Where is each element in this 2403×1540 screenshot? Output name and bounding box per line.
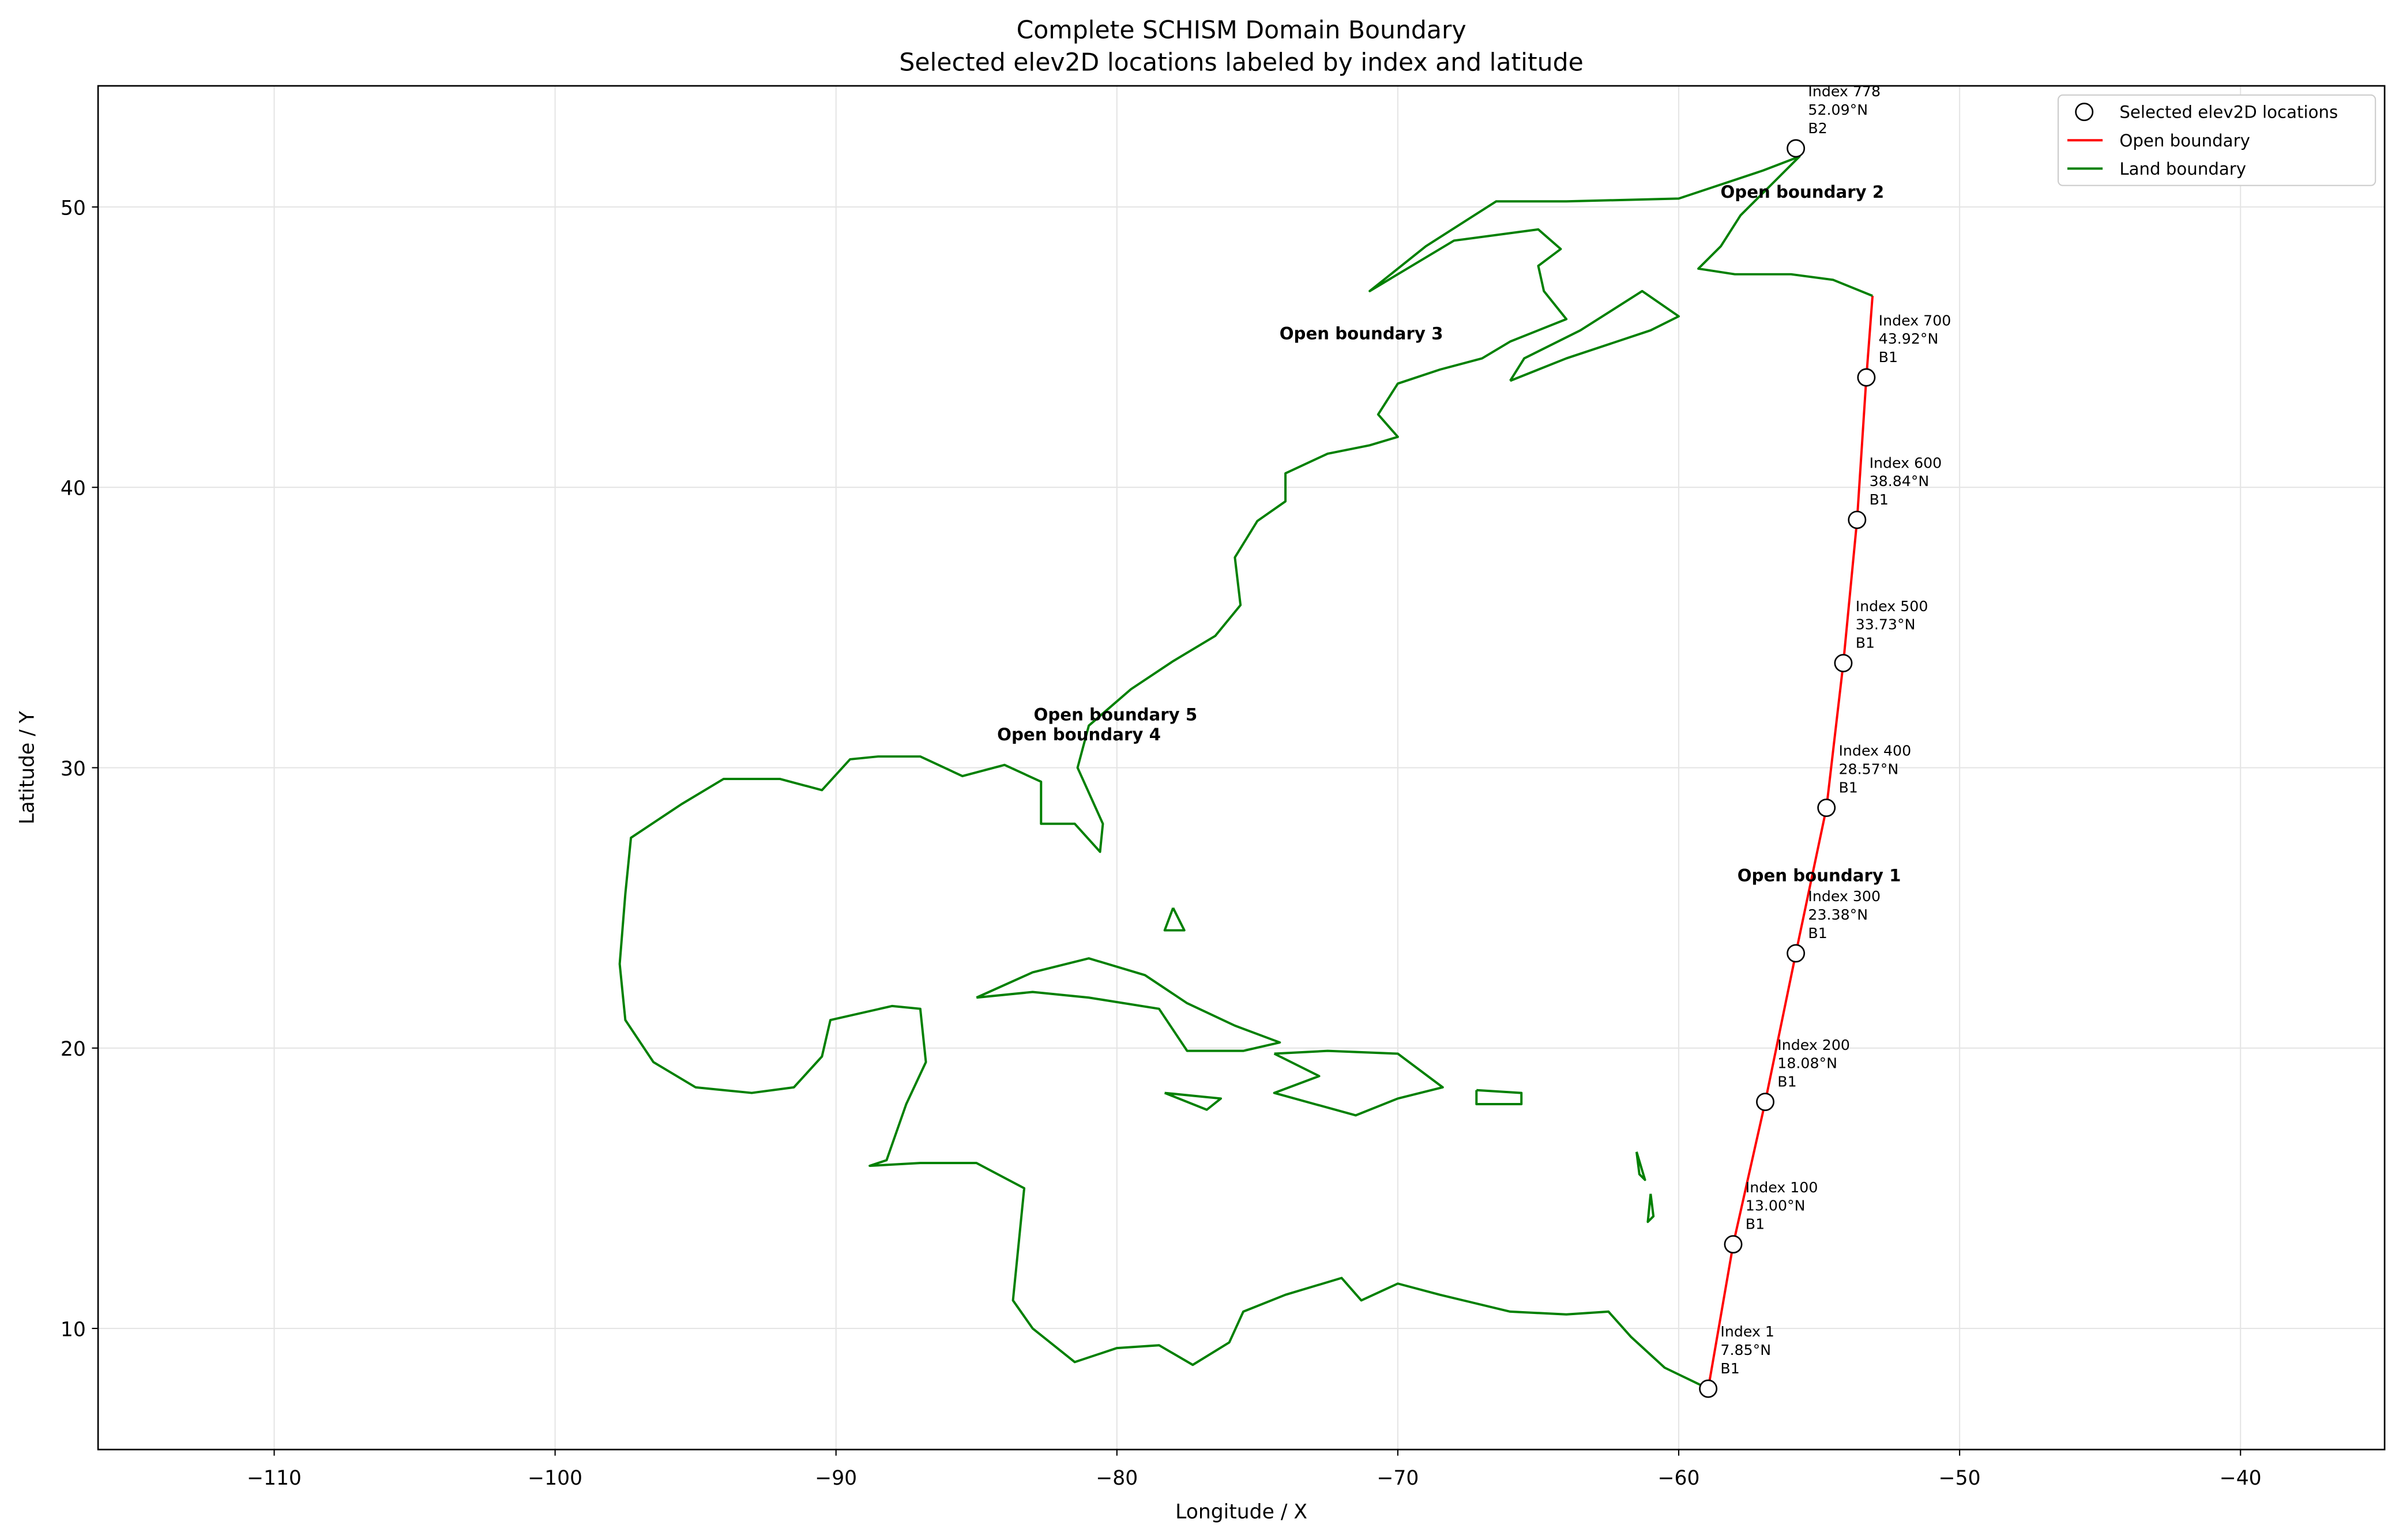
annotation: Open boundary 3	[1280, 323, 1443, 343]
point-label: 7.85°N	[1720, 1342, 1771, 1358]
boundary-line	[618, 155, 1873, 1390]
y-tick-label: 40	[61, 477, 86, 500]
point-label: 13.00°N	[1746, 1198, 1806, 1214]
x-tick-label: −110	[247, 1467, 302, 1490]
location-marker	[1857, 368, 1876, 387]
point-label: B1	[1720, 1360, 1739, 1377]
legend-marker	[2075, 103, 2094, 122]
y-tick-label: 30	[61, 758, 86, 781]
x-tick-label: −90	[815, 1467, 857, 1490]
y-tick-label: 20	[61, 1038, 86, 1061]
point-label: Index 200	[1777, 1037, 1850, 1053]
x-tick-label: −50	[1939, 1467, 1981, 1490]
location-marker	[1834, 654, 1853, 673]
annotation: Open boundary 4	[997, 725, 1161, 744]
location-marker	[1787, 944, 1806, 963]
y-tick-label: 10	[61, 1318, 86, 1341]
point-label: Index 1	[1720, 1323, 1774, 1340]
point-label: Index 400	[1838, 743, 1911, 759]
point-label: B1	[1838, 779, 1857, 796]
point-label: 43.92°N	[1879, 330, 1939, 347]
x-tick-label: −60	[1658, 1467, 1700, 1490]
point-label: 28.57°N	[1838, 761, 1898, 778]
point-label: 33.73°N	[1856, 616, 1916, 633]
location-marker	[1756, 1093, 1774, 1112]
x-axis-label: Longitude / X	[1175, 1501, 1307, 1524]
location-marker	[1724, 1235, 1743, 1254]
legend-box	[2057, 94, 2376, 186]
chart-subtitle: Selected elev2D locations labeled by ind…	[899, 48, 1583, 77]
point-label: Index 100	[1746, 1179, 1818, 1196]
point-label: Index 600	[1870, 454, 1942, 471]
legend-label: Open boundary	[2119, 131, 2250, 150]
x-tick-label: −70	[1377, 1467, 1419, 1490]
point-label: 23.38°N	[1808, 906, 1868, 923]
annotation: Open boundary 1	[1738, 865, 1901, 885]
y-tick-label: 50	[61, 197, 86, 220]
plot-frame	[97, 85, 2386, 1451]
point-label: 38.84°N	[1870, 473, 1930, 490]
location-marker	[1787, 139, 1806, 158]
legend-label: Selected elev2D locations	[2119, 103, 2338, 122]
point-label: Index 700	[1879, 312, 1951, 329]
point-label: 18.08°N	[1777, 1055, 1837, 1072]
point-label: B1	[1879, 349, 1898, 366]
point-label: Index 500	[1856, 598, 1928, 615]
x-tick-label: −80	[1096, 1467, 1138, 1490]
annotation: Open boundary 5	[1034, 705, 1198, 725]
point-label: B1	[1777, 1074, 1796, 1090]
annotation: Open boundary 2	[1720, 182, 1884, 202]
point-label: B1	[1870, 491, 1889, 508]
location-marker	[1699, 1379, 1718, 1398]
x-tick-label: −100	[528, 1467, 582, 1490]
point-label: 52.09°N	[1808, 101, 1868, 118]
point-label: B1	[1746, 1216, 1765, 1233]
legend-label: Land boundary	[2119, 159, 2246, 179]
point-label: B1	[1808, 925, 1827, 942]
location-marker	[1817, 799, 1836, 817]
point-label: Index 300	[1808, 888, 1881, 905]
chart-title: Complete SCHISM Domain Boundary	[1017, 17, 1466, 45]
point-label: B2	[1808, 120, 1827, 137]
point-label: B1	[1856, 635, 1875, 652]
x-tick-label: −40	[2220, 1467, 2262, 1490]
y-axis-label: Latitude / Y	[16, 710, 39, 824]
location-marker	[1848, 510, 1867, 529]
